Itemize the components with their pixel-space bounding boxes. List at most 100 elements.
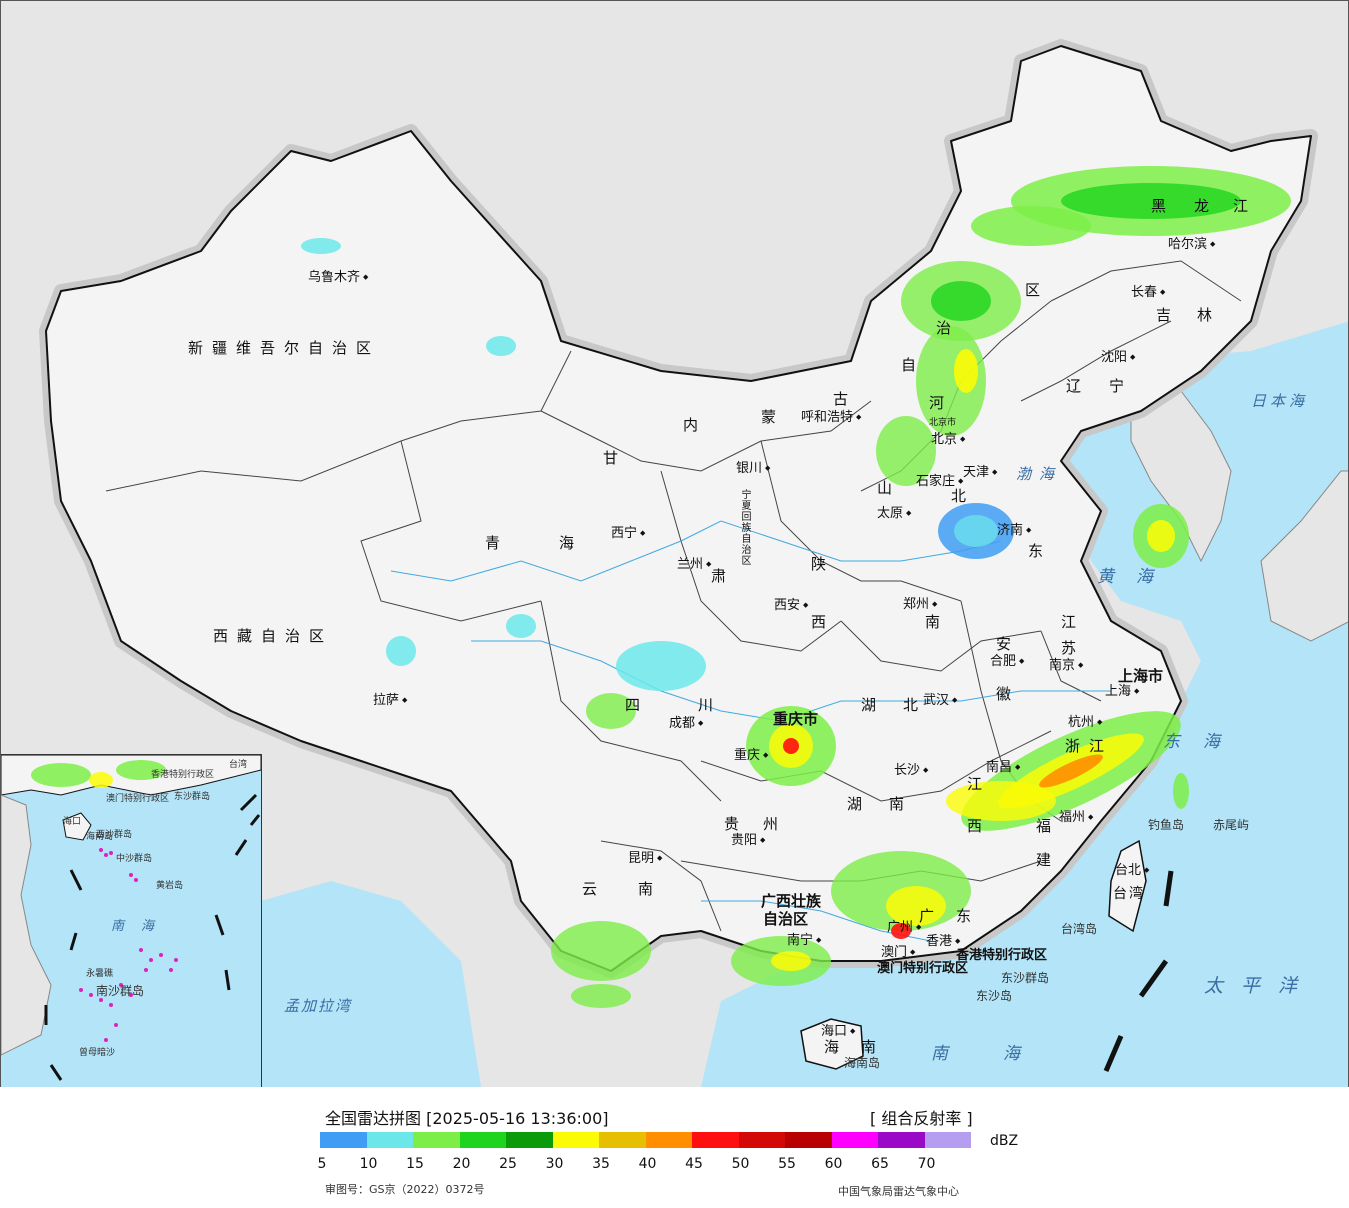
inset-islands: [79, 848, 178, 1042]
label-sichuan-1: 四: [625, 696, 650, 714]
sea-yellow-1: 黄: [1097, 567, 1124, 587]
sea-east-1: 东: [1163, 732, 1190, 752]
map-approval-number: 审图号：GS京（2022）0372号: [325, 1183, 485, 1196]
city-nanchang: 南昌: [986, 761, 1020, 774]
city-fuzhou: 福州: [1059, 811, 1093, 824]
inset-huangyan: 黄岩岛: [156, 881, 184, 891]
label-nmg-3: 古: [833, 390, 858, 408]
inset-xisha: 西沙群岛: [96, 830, 133, 840]
label-jiangsu-1: 江: [1061, 613, 1086, 631]
inset-hainan-island: 海南岛: [86, 832, 114, 842]
city-changsha: 长沙: [894, 764, 928, 777]
city-nanning: 南宁: [787, 934, 821, 947]
sea-japan: 日本海: [1251, 392, 1309, 410]
sea-south-1: 南: [931, 1044, 958, 1064]
colorbar-tick-label: 30: [545, 1156, 564, 1172]
island-dongsha: 东沙岛: [976, 989, 1013, 1003]
label-shaanxi-2: 西: [811, 613, 836, 631]
label-hebei-1: 河: [929, 394, 954, 412]
label-nmg-1: 内: [683, 416, 708, 434]
label-shanxi-1: 山: [877, 479, 902, 497]
colorbar-cell: [924, 1132, 971, 1148]
colorbar-tick-label: 60: [824, 1156, 843, 1172]
sea-south-2: 海: [1003, 1044, 1030, 1064]
label-shaanxi-1: 陕: [811, 555, 836, 573]
radar-map: 新疆维吾尔自治区 西藏自治区 青 海 甘 肃 内 蒙 古 自 治 区 宁夏回族自…: [0, 0, 1349, 1088]
legend-product: [ 组合反射率 ]: [870, 1109, 973, 1128]
japan-land: [1260, 470, 1348, 642]
label-jiangxi-2: 西: [967, 817, 992, 835]
city-taiyuan: 太原: [877, 507, 911, 520]
city-jinan: 济南: [997, 524, 1031, 537]
colorbar-cell: [552, 1132, 599, 1148]
island-dongsha-qundao: 东沙群岛: [1001, 971, 1050, 985]
label-anhui-2: 徽: [996, 685, 1021, 703]
city-hongkong: 香港: [926, 935, 960, 948]
city-nanjing: 南京: [1049, 659, 1083, 672]
colorbar-cell: [692, 1132, 739, 1148]
label-ningxia: 宁夏回族自治区: [739, 489, 750, 566]
colorbar-cell: [878, 1132, 925, 1148]
city-zhengzhou: 郑州: [903, 598, 937, 611]
city-hefei: 合肥: [990, 655, 1024, 668]
colorbar-cell: [366, 1132, 413, 1148]
south-china-sea-inset: 海口 海南岛 香港特别行政区 澳门特别行政区 东沙群岛 西沙群岛 中沙群岛 黄岩…: [1, 754, 262, 1087]
label-gansu-1: 甘: [603, 449, 628, 467]
city-beijing: 北京: [931, 433, 965, 446]
label-fujian-1: 福: [1036, 817, 1061, 835]
label-hk-sar: 香港特别行政区: [956, 948, 1048, 963]
colorbar-tick-label: 10: [359, 1156, 378, 1172]
label-nmg-5: 治: [936, 319, 961, 337]
inset-haikou: 海口: [63, 817, 82, 827]
colorbar: [320, 1132, 971, 1148]
city-lhasa: 拉萨: [373, 694, 407, 707]
label-hlj-2: 龙: [1194, 197, 1219, 215]
colorbar-cell: [599, 1132, 646, 1148]
label-guangxi-1: 广西壮族: [761, 892, 822, 910]
label-yunnan-2: 南: [638, 880, 663, 898]
inset-zengmu: 曾母暗沙: [79, 1048, 116, 1058]
colorbar-tick-label: 40: [638, 1156, 657, 1172]
label-nmg-4: 自: [901, 356, 926, 374]
sea-bohai: 渤海: [1016, 465, 1063, 483]
inset-yongshu: 永暑礁: [86, 969, 114, 979]
inset-sea-south-2: 海: [141, 919, 155, 934]
label-jilin-1: 吉: [1156, 306, 1181, 324]
city-xining: 西宁: [611, 527, 645, 540]
maritime-boundary: [1103, 870, 1174, 1072]
island-chiwei: 赤尾屿: [1213, 818, 1250, 832]
agency-credit: 中国气象局雷达气象中心: [838, 1185, 959, 1198]
city-urumqi: 乌鲁木齐: [308, 271, 368, 284]
colorbar-tick-label: 25: [499, 1156, 517, 1172]
city-changchun: 长春: [1131, 286, 1165, 299]
label-xinjiang: 新疆维吾尔自治区: [188, 339, 381, 357]
label-taiwan: 台湾: [1113, 886, 1145, 902]
city-shenyang: 沈阳: [1101, 351, 1135, 364]
city-shijiazhuang: 石家庄: [916, 475, 963, 488]
sea-yellow-2: 海: [1136, 567, 1163, 587]
colorbar-cell: [413, 1132, 460, 1148]
inset-dongsha: 东沙群岛: [174, 792, 211, 802]
colorbar-tick-label: 35: [592, 1156, 610, 1172]
label-hlj-3: 江: [1233, 197, 1258, 215]
city-taipei: 台北: [1115, 864, 1149, 877]
label-hebei-2: 北: [951, 487, 976, 505]
city-chengdu: 成都: [669, 717, 703, 730]
colorbar-cell: [831, 1132, 878, 1148]
city-kunming: 昆明: [628, 852, 662, 865]
label-chongqing: 重庆市: [773, 710, 819, 728]
colorbar-cell: [785, 1132, 832, 1148]
city-harbin: 哈尔滨: [1168, 238, 1215, 251]
label-gansu-2: 肃: [711, 567, 736, 585]
sea-bengal: 孟加拉湾: [284, 997, 353, 1015]
colorbar-tick-label: 45: [685, 1156, 703, 1172]
label-jilin-2: 林: [1197, 306, 1222, 324]
island-hainan: 海南岛: [844, 1056, 881, 1070]
city-macao: 澳门: [881, 946, 915, 959]
colorbar-tick-label: 55: [778, 1156, 796, 1172]
inset-taiwan: 台湾: [229, 760, 248, 770]
city-guiyang: 贵阳: [731, 834, 765, 847]
label-guizhou-1: 贵: [724, 815, 749, 833]
label-guizhou-2: 州: [763, 815, 788, 833]
label-hainan-1: 海: [824, 1038, 849, 1056]
